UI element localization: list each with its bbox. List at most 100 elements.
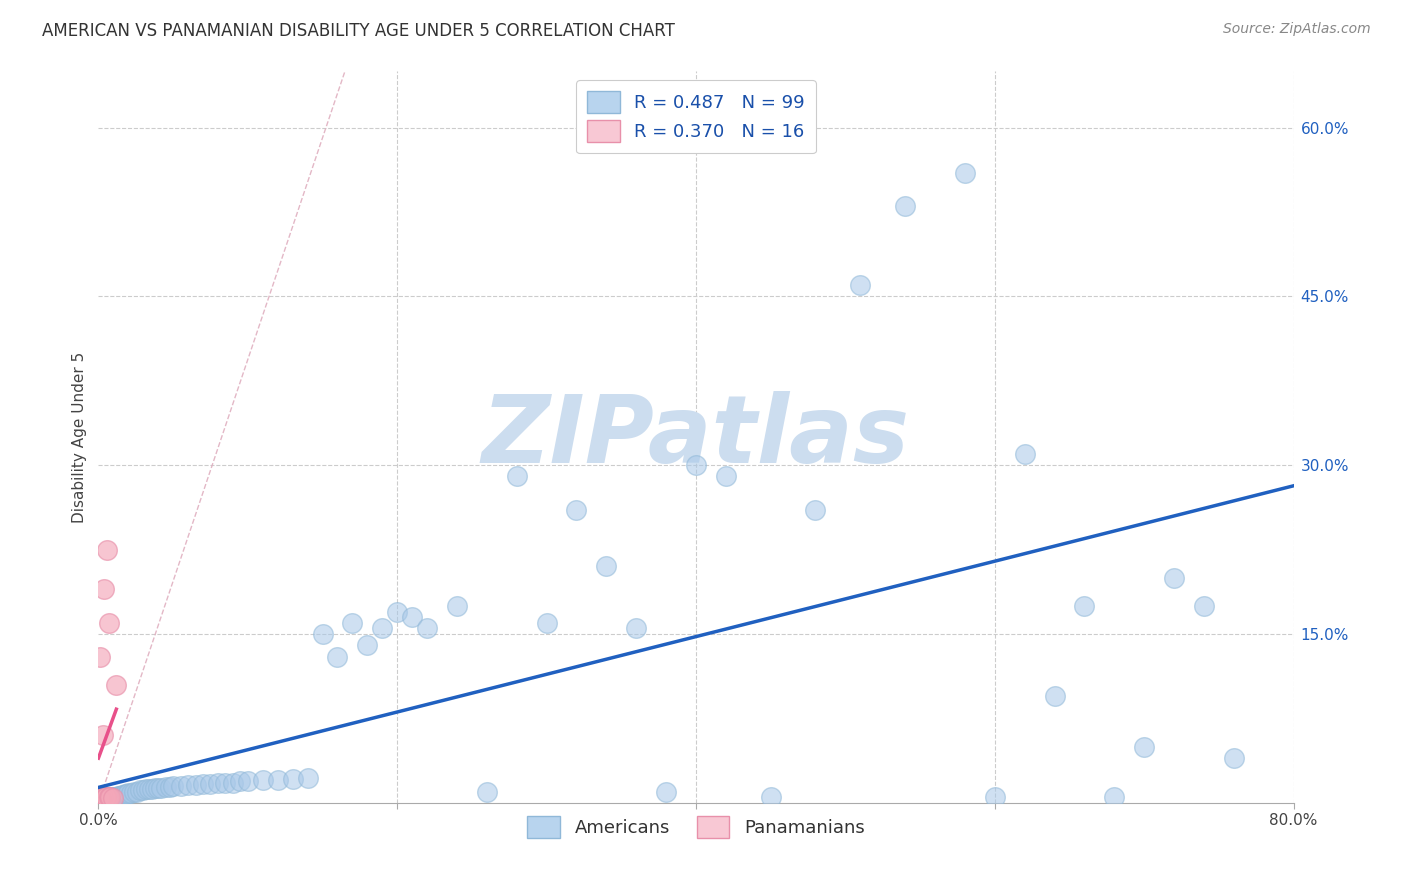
Point — [101, 791, 124, 805]
Point — [894, 199, 917, 213]
Point — [117, 786, 139, 800]
Point — [356, 638, 378, 652]
Point — [214, 775, 236, 789]
Point — [89, 790, 111, 805]
Point — [101, 790, 124, 805]
Point — [267, 773, 290, 788]
Point — [311, 627, 333, 641]
Point — [236, 774, 259, 789]
Y-axis label: Disability Age Under 5: Disability Age Under 5 — [72, 351, 87, 523]
Point — [169, 779, 191, 793]
Point — [103, 791, 125, 805]
Point — [97, 792, 120, 806]
Point — [91, 792, 114, 806]
Point — [103, 790, 125, 805]
Point — [759, 790, 782, 805]
Point — [96, 792, 118, 806]
Point — [98, 791, 122, 805]
Point — [401, 610, 423, 624]
Point — [114, 787, 136, 801]
Point — [184, 778, 207, 792]
Point — [506, 469, 529, 483]
Point — [96, 542, 118, 557]
Point — [143, 781, 166, 796]
Point — [91, 790, 114, 805]
Point — [108, 789, 131, 803]
Point — [1192, 599, 1215, 613]
Point — [849, 278, 872, 293]
Point — [416, 621, 439, 635]
Text: Source: ZipAtlas.com: Source: ZipAtlas.com — [1223, 22, 1371, 37]
Point — [281, 772, 304, 787]
Point — [115, 787, 138, 801]
Point — [1014, 447, 1036, 461]
Point — [984, 790, 1007, 805]
Point — [89, 649, 111, 664]
Point — [105, 791, 128, 805]
Point — [103, 791, 125, 805]
Point — [148, 781, 170, 796]
Point — [93, 792, 115, 806]
Point — [342, 615, 364, 630]
Point — [91, 791, 114, 805]
Point — [371, 621, 394, 635]
Point — [326, 649, 349, 664]
Point — [229, 774, 252, 789]
Point — [107, 790, 129, 805]
Point — [96, 791, 118, 805]
Point — [127, 784, 149, 798]
Point — [475, 784, 498, 798]
Point — [93, 582, 115, 596]
Point — [89, 791, 111, 805]
Point — [222, 775, 245, 789]
Point — [89, 792, 111, 806]
Point — [112, 788, 135, 802]
Text: ZIPatlas: ZIPatlas — [482, 391, 910, 483]
Point — [155, 780, 177, 794]
Point — [97, 790, 120, 805]
Point — [94, 790, 117, 805]
Point — [111, 788, 134, 802]
Point — [104, 790, 127, 805]
Point — [93, 791, 115, 805]
Point — [120, 786, 142, 800]
Point — [1104, 790, 1126, 805]
Point — [953, 166, 976, 180]
Point — [685, 458, 707, 473]
Point — [1223, 751, 1246, 765]
Point — [90, 791, 112, 805]
Point — [1073, 599, 1095, 613]
Point — [90, 792, 112, 806]
Point — [200, 777, 222, 791]
Point — [104, 791, 127, 805]
Point — [94, 790, 117, 805]
Point — [385, 605, 409, 619]
Point — [1133, 739, 1156, 754]
Point — [94, 790, 117, 805]
Point — [90, 792, 112, 806]
Point — [138, 782, 160, 797]
Point — [105, 678, 128, 692]
Point — [93, 790, 115, 805]
Point — [97, 615, 120, 630]
Point — [536, 615, 558, 630]
Point — [207, 775, 229, 789]
Point — [1163, 571, 1185, 585]
Point — [98, 790, 122, 805]
Point — [714, 469, 737, 483]
Point — [94, 791, 117, 805]
Point — [129, 783, 152, 797]
Point — [150, 781, 173, 796]
Point — [135, 782, 157, 797]
Point — [565, 503, 588, 517]
Point — [191, 777, 214, 791]
Point — [446, 599, 468, 613]
Point — [110, 789, 132, 803]
Point — [595, 559, 617, 574]
Legend: Americans, Panamanians: Americans, Panamanians — [520, 808, 872, 845]
Point — [177, 778, 200, 792]
Point — [91, 728, 114, 742]
Point — [626, 621, 648, 635]
Point — [98, 790, 122, 805]
Point — [96, 790, 118, 805]
